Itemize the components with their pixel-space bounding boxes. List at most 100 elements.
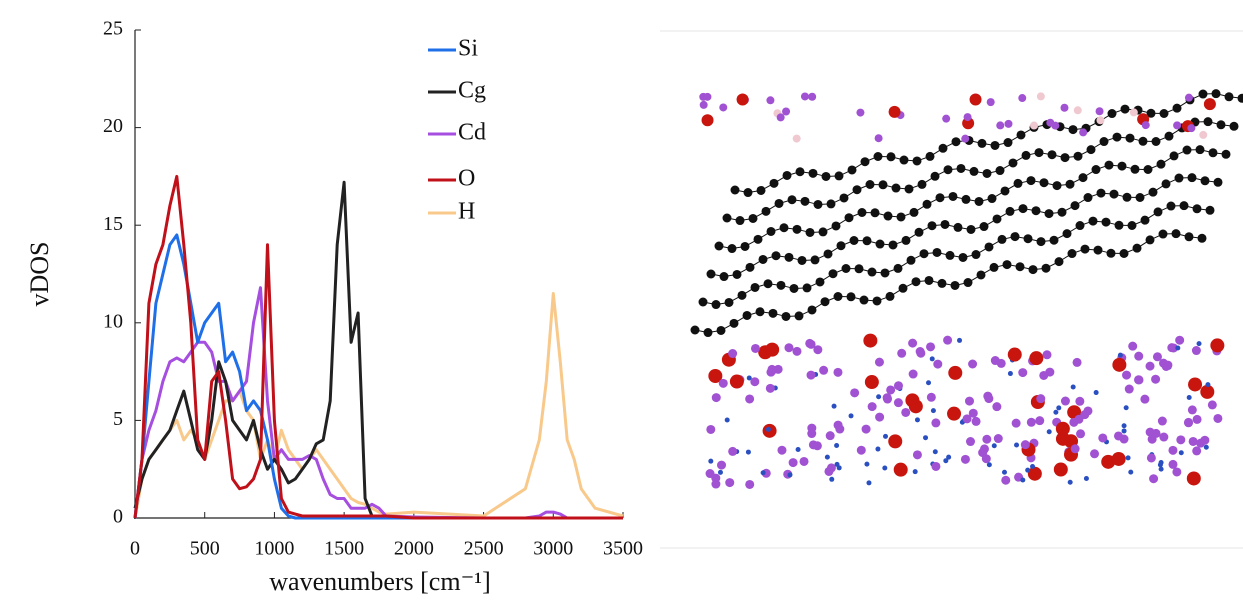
atom	[948, 365, 963, 380]
atom	[962, 414, 972, 424]
atom	[1157, 416, 1167, 426]
atom	[835, 424, 845, 434]
atom	[813, 345, 823, 355]
atom	[1229, 121, 1239, 131]
atom	[882, 465, 888, 471]
atom	[875, 412, 885, 422]
atom	[1027, 466, 1042, 481]
atom	[708, 369, 723, 384]
legend-label: H	[458, 199, 475, 225]
atom	[1146, 453, 1156, 463]
atom	[926, 342, 936, 352]
atom	[699, 100, 708, 109]
atom	[991, 443, 997, 449]
atom	[1213, 413, 1223, 423]
legend-label: O	[458, 166, 475, 192]
atom	[971, 416, 981, 426]
x-tick-label: 3000	[533, 538, 573, 560]
atom	[946, 454, 952, 460]
x-tick-label: 2500	[464, 538, 504, 560]
atom	[717, 469, 723, 475]
atom	[930, 408, 936, 414]
atom	[808, 92, 817, 101]
atom	[1014, 442, 1020, 448]
atom	[788, 458, 798, 468]
atom	[963, 113, 972, 122]
x-tick-label: 500	[190, 538, 220, 560]
atom	[728, 446, 738, 456]
atom	[947, 406, 962, 421]
atom	[1001, 475, 1011, 485]
atom	[718, 378, 728, 388]
y-tick-label: 15	[103, 213, 123, 235]
atom	[1075, 396, 1085, 406]
atom	[766, 96, 775, 105]
atom	[1186, 471, 1201, 486]
atom	[863, 333, 878, 348]
atom	[799, 456, 809, 466]
atom	[856, 445, 866, 455]
atom	[1079, 128, 1088, 137]
atom	[875, 446, 881, 452]
atom	[1167, 343, 1177, 353]
atom	[1176, 435, 1186, 445]
atom	[957, 337, 963, 343]
atom	[1168, 445, 1178, 455]
atom	[1080, 410, 1090, 420]
atom	[1117, 352, 1123, 358]
atom	[776, 113, 785, 122]
atom	[984, 394, 994, 404]
atom	[874, 357, 884, 367]
atom	[1200, 384, 1215, 399]
y-tick-label: 5	[113, 408, 123, 430]
atom	[1070, 444, 1080, 454]
atom	[819, 365, 829, 375]
atom	[960, 454, 970, 464]
series-line	[133, 174, 623, 520]
atom	[1140, 394, 1150, 404]
atom	[915, 347, 925, 357]
atom	[1196, 341, 1202, 347]
atom	[719, 103, 728, 112]
atom	[1055, 431, 1070, 446]
atom	[888, 434, 903, 449]
atom	[729, 374, 744, 389]
atom	[1039, 370, 1049, 380]
atom	[1096, 116, 1105, 125]
atom	[1046, 429, 1052, 435]
atom	[1200, 435, 1210, 445]
atom	[1030, 463, 1036, 469]
atom	[766, 367, 776, 377]
x-axis-label: wavenumbers [cm⁻¹]	[269, 567, 491, 596]
atom	[876, 394, 882, 400]
atom	[968, 408, 978, 418]
atom	[711, 393, 721, 403]
atom	[1007, 347, 1022, 362]
atom	[1090, 449, 1100, 459]
atom	[736, 93, 749, 106]
atom	[1121, 423, 1127, 429]
atom	[1036, 394, 1046, 404]
atom	[962, 117, 975, 130]
atom	[986, 98, 995, 107]
atom	[1172, 467, 1182, 477]
atom	[931, 461, 941, 471]
atom	[706, 424, 716, 434]
x-tick-label: 2000	[394, 538, 434, 560]
atom	[750, 343, 760, 353]
atom	[746, 375, 752, 381]
atom	[968, 359, 978, 369]
atom	[965, 437, 975, 447]
atom	[1186, 395, 1192, 401]
atom	[861, 424, 871, 434]
atom	[908, 338, 918, 348]
atom	[708, 458, 714, 464]
atom	[1026, 417, 1036, 427]
atom	[897, 348, 907, 358]
atom	[1128, 469, 1134, 475]
atom	[923, 435, 929, 441]
atom	[919, 249, 929, 259]
atom	[1158, 466, 1164, 472]
atom	[882, 393, 892, 403]
atom	[1221, 149, 1231, 159]
